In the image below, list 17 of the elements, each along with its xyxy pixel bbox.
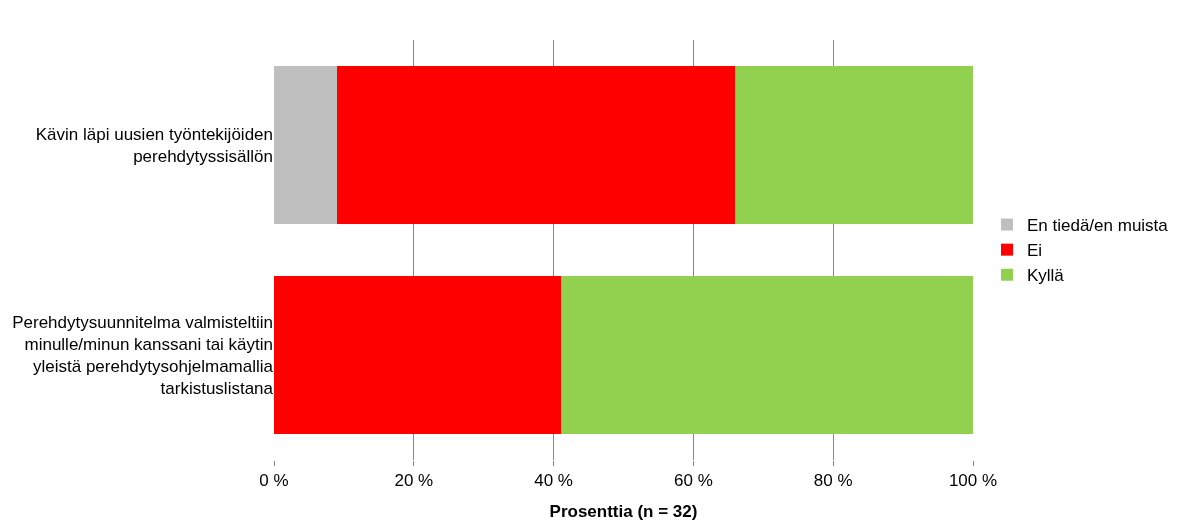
- legend-label: Ei: [1026, 241, 1043, 261]
- x-tick-label: 80 %: [813, 471, 853, 491]
- bar: [735, 66, 973, 224]
- bar: [336, 66, 736, 224]
- bar: [560, 276, 973, 434]
- y-tick-label: Kävin läpi uusien työntekijöiden perehdytyssisällön: [35, 124, 273, 166]
- legend-label: En tiedä/en muista: [1026, 216, 1169, 236]
- bar: [274, 276, 561, 434]
- x-tick-label: 60 %: [674, 471, 713, 491]
- x-tick-label: 100 %: [948, 471, 998, 491]
- legend-label: Kyllä: [1026, 266, 1065, 286]
- x-tick-label: 20 %: [394, 471, 434, 491]
- y-tick-label: Perehdytysuunnitelma valmisteltiin minulle/minun kanssani tai käytin yleistä perehdytysohjelmamallia tarkistuslistana: [12, 312, 274, 399]
- x-tick-label: 40 %: [534, 471, 573, 491]
- x-tick-label: 0 %: [259, 471, 289, 491]
- x-axis-title: Prosenttia (n = 32): [549, 501, 698, 521]
- bar: [274, 66, 337, 224]
